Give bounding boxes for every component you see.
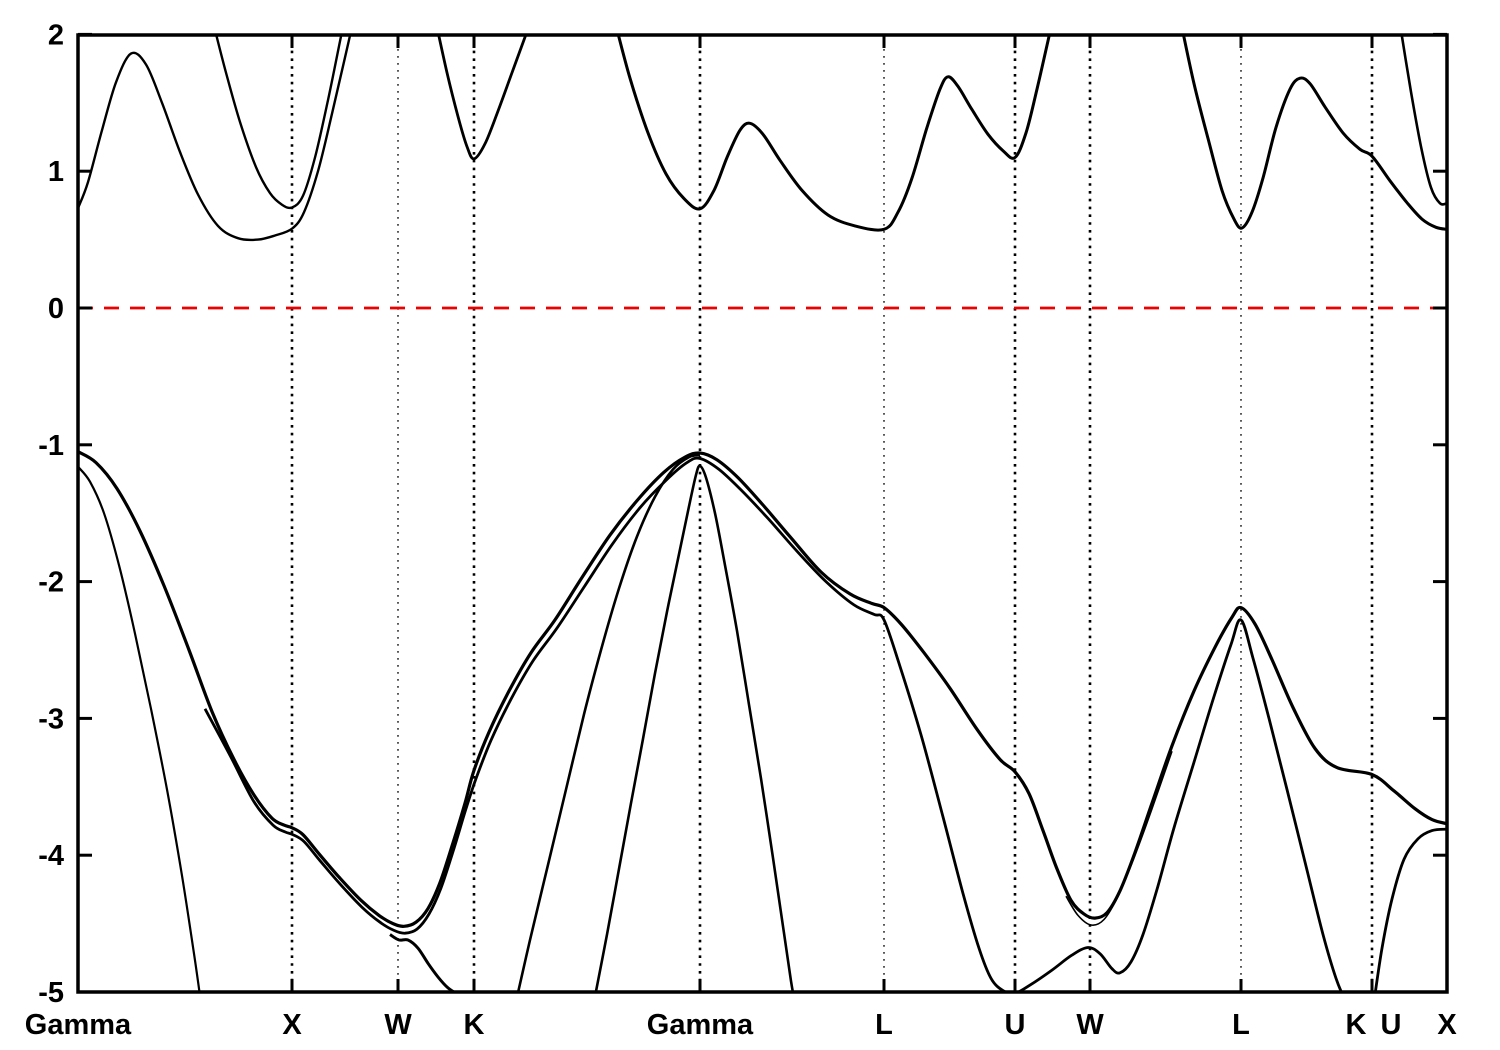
x-tick-label-w: W bbox=[384, 1009, 412, 1041]
x-tick-label-gamma: Gamma bbox=[647, 1009, 754, 1041]
x-tick-label-l: L bbox=[875, 1009, 893, 1041]
conduction-band-2 bbox=[215, 35, 343, 210]
x-tick-label-u: U bbox=[1005, 1009, 1026, 1041]
valence-band-heavy bbox=[78, 450, 1447, 928]
y-tick-label: 1 bbox=[48, 156, 64, 188]
valence-band-ku-x-riser bbox=[1373, 827, 1447, 992]
x-tick-label-u: U bbox=[1381, 1009, 1402, 1041]
y-tick-label: -5 bbox=[38, 977, 64, 1009]
x-tick-label-k: K bbox=[464, 1009, 485, 1041]
band-curves bbox=[78, 35, 1447, 992]
x-tick-label-l: L bbox=[1232, 1009, 1250, 1041]
y-tick-label: -2 bbox=[38, 567, 64, 599]
x-tick-label-x: X bbox=[1437, 1009, 1457, 1041]
valence-band-splitoff-dome bbox=[594, 464, 795, 992]
valence-strand-bottom-tangent bbox=[389, 933, 457, 992]
x-tick-label-w: W bbox=[1076, 1009, 1104, 1041]
conduction-band-5 bbox=[1181, 35, 1447, 231]
x-tick-label-k: K bbox=[1346, 1009, 1367, 1041]
conduction-band-4 bbox=[616, 35, 1051, 232]
y-tick-label: -1 bbox=[38, 430, 64, 462]
x-tick-label-gamma: Gamma bbox=[25, 1009, 132, 1041]
plot-border bbox=[76, 33, 1449, 994]
y-tick-label: 0 bbox=[48, 293, 64, 325]
y-tick-label: 2 bbox=[48, 19, 64, 51]
conduction-band-3 bbox=[437, 35, 528, 161]
valence-band-sigma-riser bbox=[516, 453, 701, 992]
conduction-band-6 bbox=[1400, 35, 1447, 206]
x-tick-label-x: X bbox=[282, 1009, 302, 1041]
valence-band-s-dive bbox=[78, 465, 201, 992]
y-tick-label: -3 bbox=[38, 703, 64, 735]
conduction-band-1 bbox=[78, 35, 352, 242]
valence-strand-w-pair bbox=[1065, 750, 1173, 926]
valence-band-light bbox=[203, 456, 1343, 992]
y-tick-label: -4 bbox=[38, 840, 64, 872]
